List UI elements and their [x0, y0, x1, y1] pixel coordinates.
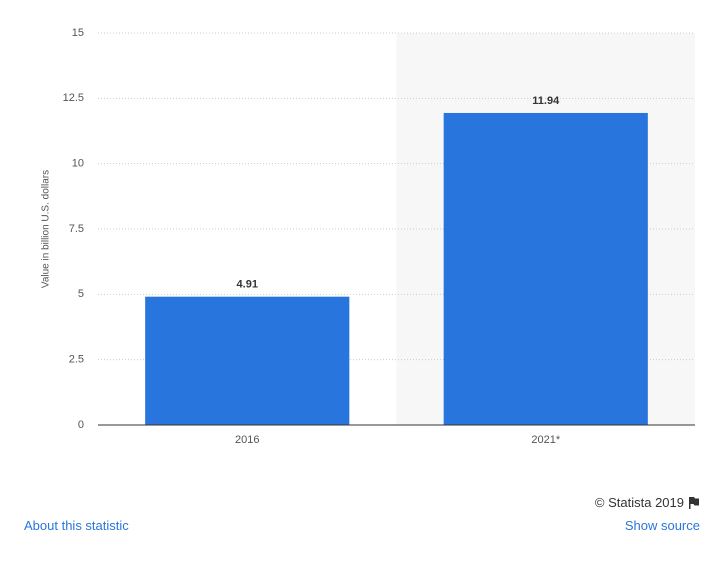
chart: Value in billion U.S. dollars 0 2.5 5 7.5 10…	[41, 27, 695, 446]
value-label: 11.94	[532, 95, 560, 107]
about-link[interactable]: About this statistic	[24, 518, 129, 533]
x-tick-label: 2021*	[531, 434, 560, 446]
y-tick-label: 15	[72, 27, 84, 39]
y-tick-label: 2.5	[69, 354, 84, 366]
flag-icon	[689, 496, 699, 509]
y-tick-label: 12.5	[63, 92, 84, 104]
y-tick-label: 0	[78, 419, 84, 431]
x-tick-label: 2016	[235, 434, 259, 446]
value-label: 4.91	[237, 279, 258, 291]
y-tick-label: 7.5	[69, 223, 84, 235]
copyright: © Statista 2019	[595, 495, 700, 510]
bar	[443, 112, 648, 425]
copyright-text: © Statista 2019	[594, 495, 684, 510]
bar	[145, 296, 350, 425]
y-tick-label: 5	[78, 288, 84, 300]
y-tick-label: 10	[72, 158, 84, 170]
source-link[interactable]: Show source	[624, 518, 700, 533]
y-axis-label: Value in billion U.S. dollars	[41, 170, 52, 288]
